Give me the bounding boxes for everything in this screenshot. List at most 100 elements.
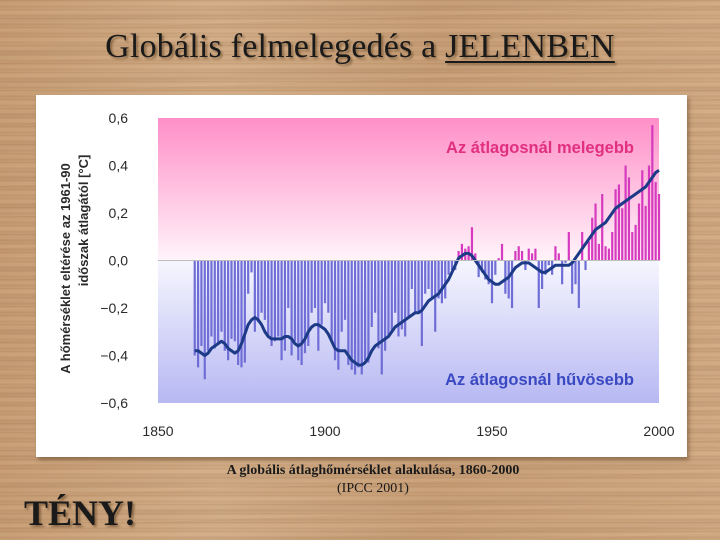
bar-1985 bbox=[607, 248, 610, 261]
bar-1926 bbox=[410, 260, 413, 289]
bar-1944 bbox=[470, 227, 474, 261]
x-tick-label: 1850 bbox=[142, 423, 173, 439]
bar-1886 bbox=[277, 260, 280, 337]
bar-1888 bbox=[283, 260, 287, 351]
bar-1930 bbox=[424, 260, 427, 294]
bar-1952 bbox=[497, 258, 500, 261]
warm-zone-background bbox=[158, 118, 659, 261]
annual-bars bbox=[193, 125, 661, 380]
bar-1879 bbox=[253, 260, 256, 332]
chart-canvas: 0,6 0,4 0,2 0,0 −0,2 −0,4 −0,6 1850 1900 1950 200… bbox=[58, 110, 675, 439]
bar-1869 bbox=[220, 260, 223, 332]
bar-1996 bbox=[644, 205, 647, 261]
bar-1892 bbox=[297, 260, 300, 361]
bar-1987 bbox=[614, 189, 617, 261]
bar-1903 bbox=[333, 260, 337, 361]
bar-1909 bbox=[353, 260, 357, 375]
bar-1881 bbox=[260, 260, 263, 313]
bar-1873 bbox=[233, 260, 236, 342]
bar-1916 bbox=[377, 260, 380, 349]
bar-1959 bbox=[520, 251, 524, 261]
bar-1957 bbox=[514, 251, 517, 261]
bar-1911 bbox=[360, 260, 363, 375]
bar-1940 bbox=[457, 251, 460, 261]
bar-1994 bbox=[637, 203, 641, 261]
bar-1924 bbox=[404, 260, 407, 337]
bar-1956 bbox=[510, 260, 514, 308]
bar-1904 bbox=[337, 260, 340, 370]
bar-1895 bbox=[307, 260, 310, 346]
bar-1925 bbox=[407, 260, 410, 318]
bar-1876 bbox=[243, 260, 246, 363]
bar-1982 bbox=[597, 243, 600, 261]
caption-title: A globális átlaghőmérséklet alakulása, 1… bbox=[226, 463, 520, 478]
y-axis-label-line1: A hőmérséklet eltérése az 1961-90 bbox=[58, 163, 73, 374]
bar-1878 bbox=[250, 260, 253, 273]
bar-1934 bbox=[437, 260, 440, 299]
bar-1928 bbox=[417, 260, 420, 313]
bar-1964 bbox=[537, 260, 540, 308]
y-tick-label: 0,2 bbox=[109, 205, 129, 221]
bar-1883 bbox=[267, 260, 270, 337]
bar-1992 bbox=[631, 232, 634, 261]
slide-title: Globális felmelegedés a JELENBEN bbox=[0, 28, 720, 66]
bar-1874 bbox=[237, 260, 240, 365]
bar-1867 bbox=[213, 260, 216, 349]
bar-1941 bbox=[460, 243, 464, 261]
bar-1882 bbox=[263, 260, 266, 320]
bar-1953 bbox=[500, 243, 504, 261]
bar-1861 bbox=[193, 260, 196, 356]
title-text: Globális felmelegedés a bbox=[105, 28, 446, 65]
bar-1884 bbox=[270, 260, 273, 346]
bar-1893 bbox=[300, 260, 303, 365]
bar-2000 bbox=[657, 194, 661, 261]
bar-1927 bbox=[414, 260, 417, 313]
bar-1962 bbox=[530, 253, 534, 261]
bar-1872 bbox=[230, 260, 233, 339]
bar-1989 bbox=[621, 208, 624, 261]
bar-1986 bbox=[611, 232, 614, 261]
bar-1935 bbox=[440, 260, 443, 304]
bar-1880 bbox=[257, 260, 260, 323]
x-tick-label: 1950 bbox=[476, 423, 507, 439]
fact-stamp: TÉNY! bbox=[24, 493, 137, 533]
bar-1931 bbox=[427, 260, 430, 289]
bar-1906 bbox=[343, 260, 347, 320]
bar-1920 bbox=[390, 260, 393, 332]
bar-1963 bbox=[534, 248, 537, 261]
bar-1965 bbox=[541, 260, 544, 289]
y-tick-label: −0,6 bbox=[100, 395, 128, 411]
bar-1970 bbox=[557, 253, 560, 261]
bar-1908 bbox=[350, 260, 353, 370]
bar-1907 bbox=[347, 260, 350, 365]
bar-1865 bbox=[207, 260, 210, 351]
bar-1912 bbox=[363, 260, 367, 361]
bar-1980 bbox=[591, 217, 594, 261]
bar-1999 bbox=[654, 182, 657, 261]
bar-1868 bbox=[217, 260, 220, 344]
bar-1984 bbox=[604, 246, 607, 261]
bar-1945 bbox=[474, 253, 477, 261]
y-axis-ticks: 0,6 0,4 0,2 0,0 −0,2 −0,4 −0,6 bbox=[100, 110, 128, 411]
bar-1915 bbox=[374, 260, 377, 313]
bar-1979 bbox=[587, 241, 590, 261]
bar-1947 bbox=[480, 260, 484, 273]
bar-1896 bbox=[310, 260, 313, 313]
bar-1966 bbox=[544, 260, 547, 275]
bar-1871 bbox=[227, 260, 230, 361]
title-emphasis: JELENBEN bbox=[445, 28, 615, 65]
bar-1972 bbox=[564, 260, 567, 263]
bar-1932 bbox=[430, 260, 433, 299]
bar-1967 bbox=[547, 260, 550, 266]
bar-1905 bbox=[340, 260, 343, 332]
bar-1890 bbox=[290, 260, 293, 356]
bar-1900 bbox=[323, 260, 327, 304]
bar-1929 bbox=[420, 260, 423, 346]
bar-1973 bbox=[567, 232, 570, 261]
bar-1978 bbox=[584, 260, 587, 270]
bar-1975 bbox=[574, 260, 577, 285]
bar-1875 bbox=[240, 260, 243, 368]
bar-1976 bbox=[577, 260, 580, 308]
smoothed-trend-line bbox=[194, 169, 660, 367]
caption-source: (IPCC 2001) bbox=[337, 481, 409, 496]
